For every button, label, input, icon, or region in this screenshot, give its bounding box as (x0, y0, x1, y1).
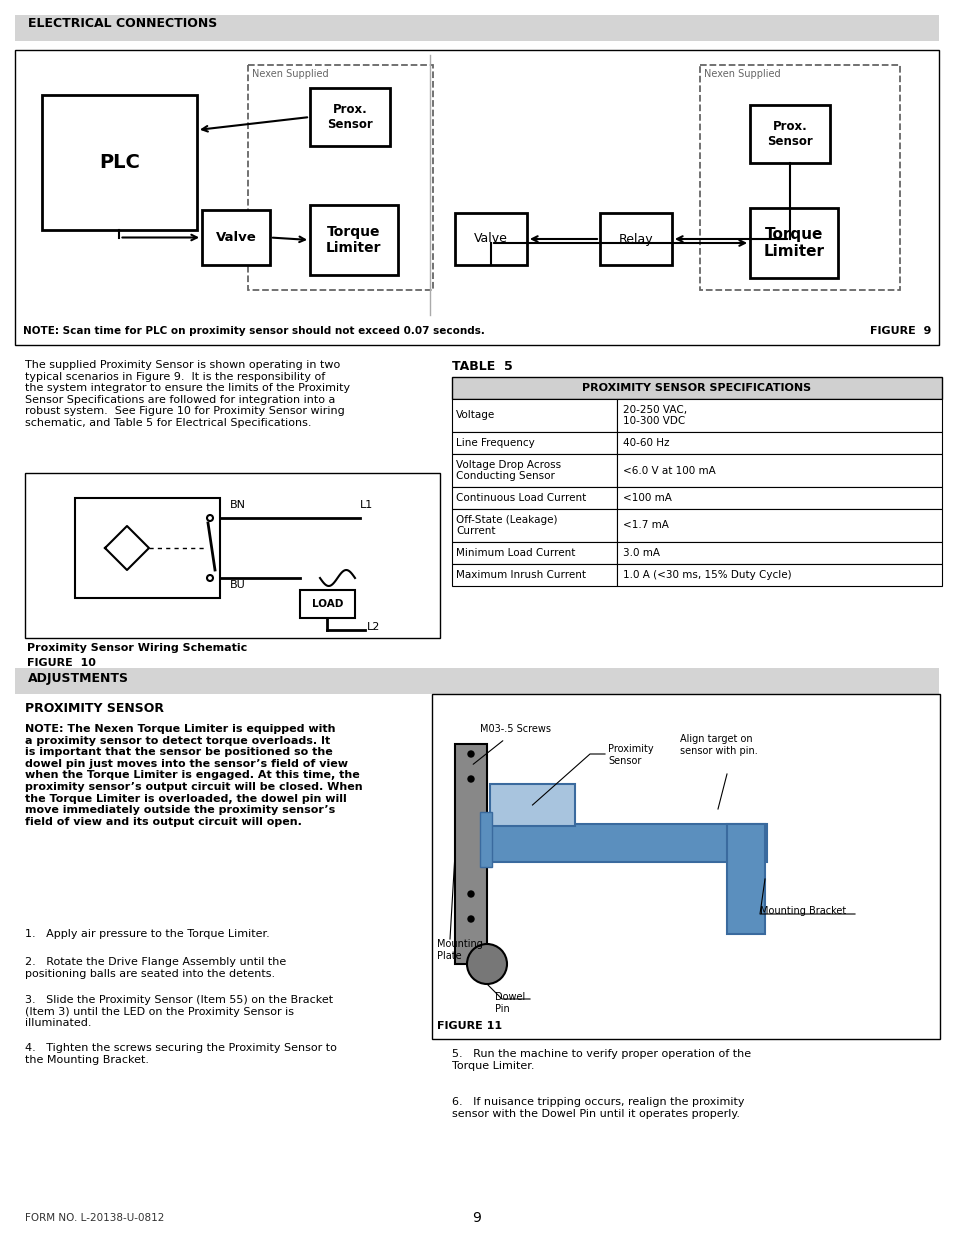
Bar (700, 65, 899, 290)
Text: 9: 9 (472, 1212, 481, 1225)
Bar (432, 694, 939, 1039)
Bar (75, 498, 220, 598)
Text: Voltage Drop Across
Conducting Sensor: Voltage Drop Across Conducting Sensor (456, 459, 560, 482)
Text: Valve: Valve (474, 232, 507, 246)
Text: Mounting
Plate: Mounting Plate (436, 939, 482, 961)
Text: Valve: Valve (215, 231, 256, 245)
Bar (455, 212, 526, 266)
Text: Relay: Relay (618, 232, 653, 246)
Text: FORM NO. L-20138-U-0812: FORM NO. L-20138-U-0812 (25, 1213, 164, 1223)
Bar (486, 824, 766, 862)
Text: BN: BN (230, 500, 246, 510)
Bar (248, 65, 433, 290)
Bar (617, 487, 941, 509)
Bar (617, 399, 941, 432)
Bar (617, 432, 941, 454)
Text: Proximity
Sensor: Proximity Sensor (607, 743, 653, 766)
Bar (202, 210, 270, 266)
Text: Prox.
Sensor: Prox. Sensor (327, 103, 373, 131)
Text: 3.0 mA: 3.0 mA (622, 548, 659, 558)
Text: NOTE: Scan time for PLC on proximity sensor should not exceed 0.07 seconds.: NOTE: Scan time for PLC on proximity sen… (23, 326, 484, 336)
Text: Torque
Limiter: Torque Limiter (762, 227, 823, 259)
Text: Nexen Supplied: Nexen Supplied (252, 69, 328, 79)
Text: Proximity Sensor Wiring Schematic: Proximity Sensor Wiring Schematic (27, 643, 247, 653)
Bar (452, 564, 617, 585)
Bar (452, 542, 617, 564)
Bar (310, 88, 390, 146)
Text: NOTE: The Nexen Torque Limiter is equipped with
a proximity sensor to detect tor: NOTE: The Nexen Torque Limiter is equipp… (25, 724, 362, 826)
Bar (617, 454, 941, 487)
Bar (617, 542, 941, 564)
Text: ELECTRICAL CONNECTIONS: ELECTRICAL CONNECTIONS (28, 17, 217, 30)
Text: Off-State (Leakage)
Current: Off-State (Leakage) Current (456, 515, 557, 536)
Text: Nexen Supplied: Nexen Supplied (703, 69, 780, 79)
Text: L2: L2 (367, 622, 380, 632)
Bar (749, 207, 837, 278)
Text: 40-60 Hz: 40-60 Hz (622, 438, 669, 448)
Text: PROXIMITY SENSOR SPECIFICATIONS: PROXIMITY SENSOR SPECIFICATIONS (582, 383, 811, 393)
Text: Prox.
Sensor: Prox. Sensor (766, 120, 812, 148)
Bar (299, 590, 355, 618)
Bar (726, 824, 764, 934)
Bar (15, 15, 938, 41)
Text: 5.   Run the machine to verify proper operation of the
Torque Limiter.: 5. Run the machine to verify proper oper… (452, 1049, 750, 1071)
Bar (617, 509, 941, 542)
Text: FIGURE 11: FIGURE 11 (436, 1021, 501, 1031)
Text: 2.   Rotate the Drive Flange Assembly until the
positioning balls are seated int: 2. Rotate the Drive Flange Assembly unti… (25, 957, 286, 978)
Text: Voltage: Voltage (456, 410, 495, 420)
Text: <6.0 V at 100 mA: <6.0 V at 100 mA (622, 466, 715, 475)
Circle shape (207, 576, 213, 580)
Bar (452, 377, 941, 399)
Circle shape (467, 944, 506, 984)
Text: TABLE  5: TABLE 5 (452, 359, 512, 373)
Circle shape (468, 751, 474, 757)
Text: Line Frequency: Line Frequency (456, 438, 535, 448)
Text: M03-.5 Screws: M03-.5 Screws (479, 724, 551, 734)
Text: BU: BU (230, 580, 246, 590)
Text: FIGURE  9: FIGURE 9 (869, 326, 930, 336)
Text: <100 mA: <100 mA (622, 493, 671, 503)
Bar (455, 743, 486, 965)
Text: Maximum Inrush Current: Maximum Inrush Current (456, 571, 585, 580)
Bar (452, 454, 617, 487)
Text: Mounting Bracket: Mounting Bracket (760, 906, 845, 916)
Circle shape (468, 890, 474, 897)
Text: Dowel
Pin: Dowel Pin (495, 992, 525, 1014)
Text: L1: L1 (359, 500, 373, 510)
Bar (490, 784, 575, 826)
Bar (25, 473, 439, 638)
Text: Torque
Limiter: Torque Limiter (326, 225, 381, 256)
Text: PROXIMITY SENSOR: PROXIMITY SENSOR (25, 701, 164, 715)
Text: Align target on
sensor with pin.: Align target on sensor with pin. (679, 734, 757, 756)
Bar (452, 399, 617, 432)
Text: FIGURE  10: FIGURE 10 (27, 658, 95, 668)
Text: 4.   Tighten the screws securing the Proximity Sensor to
the Mounting Bracket.: 4. Tighten the screws securing the Proxi… (25, 1044, 336, 1065)
Bar (310, 205, 397, 275)
Text: PLC: PLC (99, 153, 140, 172)
Text: LOAD: LOAD (312, 599, 343, 609)
Bar (452, 432, 617, 454)
Text: <1.7 mA: <1.7 mA (622, 520, 668, 531)
Circle shape (468, 916, 474, 923)
Text: ADJUSTMENTS: ADJUSTMENTS (28, 672, 129, 685)
Text: 6.   If nuisance tripping occurs, realign the proximity
sensor with the Dowel Pi: 6. If nuisance tripping occurs, realign … (452, 1097, 743, 1119)
Text: 20-250 VAC,
10-300 VDC: 20-250 VAC, 10-300 VDC (622, 405, 686, 426)
Bar (42, 95, 196, 230)
Bar (617, 564, 941, 585)
Bar (599, 212, 671, 266)
Text: 1.0 A (<30 ms, 15% Duty Cycle): 1.0 A (<30 ms, 15% Duty Cycle) (622, 571, 791, 580)
Bar (15, 49, 938, 345)
Bar (479, 811, 492, 867)
Text: 3.   Slide the Proximity Sensor (Item 55) on the Bracket
(Item 3) until the LED : 3. Slide the Proximity Sensor (Item 55) … (25, 995, 333, 1029)
Circle shape (207, 515, 213, 521)
Bar (452, 509, 617, 542)
Text: 1.   Apply air pressure to the Torque Limiter.: 1. Apply air pressure to the Torque Limi… (25, 929, 270, 939)
Bar (15, 668, 938, 694)
Bar (452, 487, 617, 509)
Bar (749, 105, 829, 163)
Text: The supplied Proximity Sensor is shown operating in two
typical scenarios in Fig: The supplied Proximity Sensor is shown o… (25, 359, 350, 429)
Circle shape (468, 776, 474, 782)
Text: Minimum Load Current: Minimum Load Current (456, 548, 575, 558)
Text: Continuous Load Current: Continuous Load Current (456, 493, 586, 503)
